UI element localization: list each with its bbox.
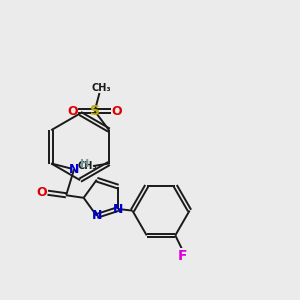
Text: F: F xyxy=(178,249,187,263)
Text: N: N xyxy=(92,209,102,222)
Text: CH₃: CH₃ xyxy=(91,82,111,93)
Text: O: O xyxy=(112,105,122,118)
Text: N: N xyxy=(113,202,123,215)
Text: S: S xyxy=(90,104,100,118)
Text: N: N xyxy=(69,163,79,176)
Text: O: O xyxy=(67,105,78,118)
Text: H: H xyxy=(80,158,89,169)
Text: CH₃: CH₃ xyxy=(78,161,98,171)
Text: O: O xyxy=(36,186,47,199)
